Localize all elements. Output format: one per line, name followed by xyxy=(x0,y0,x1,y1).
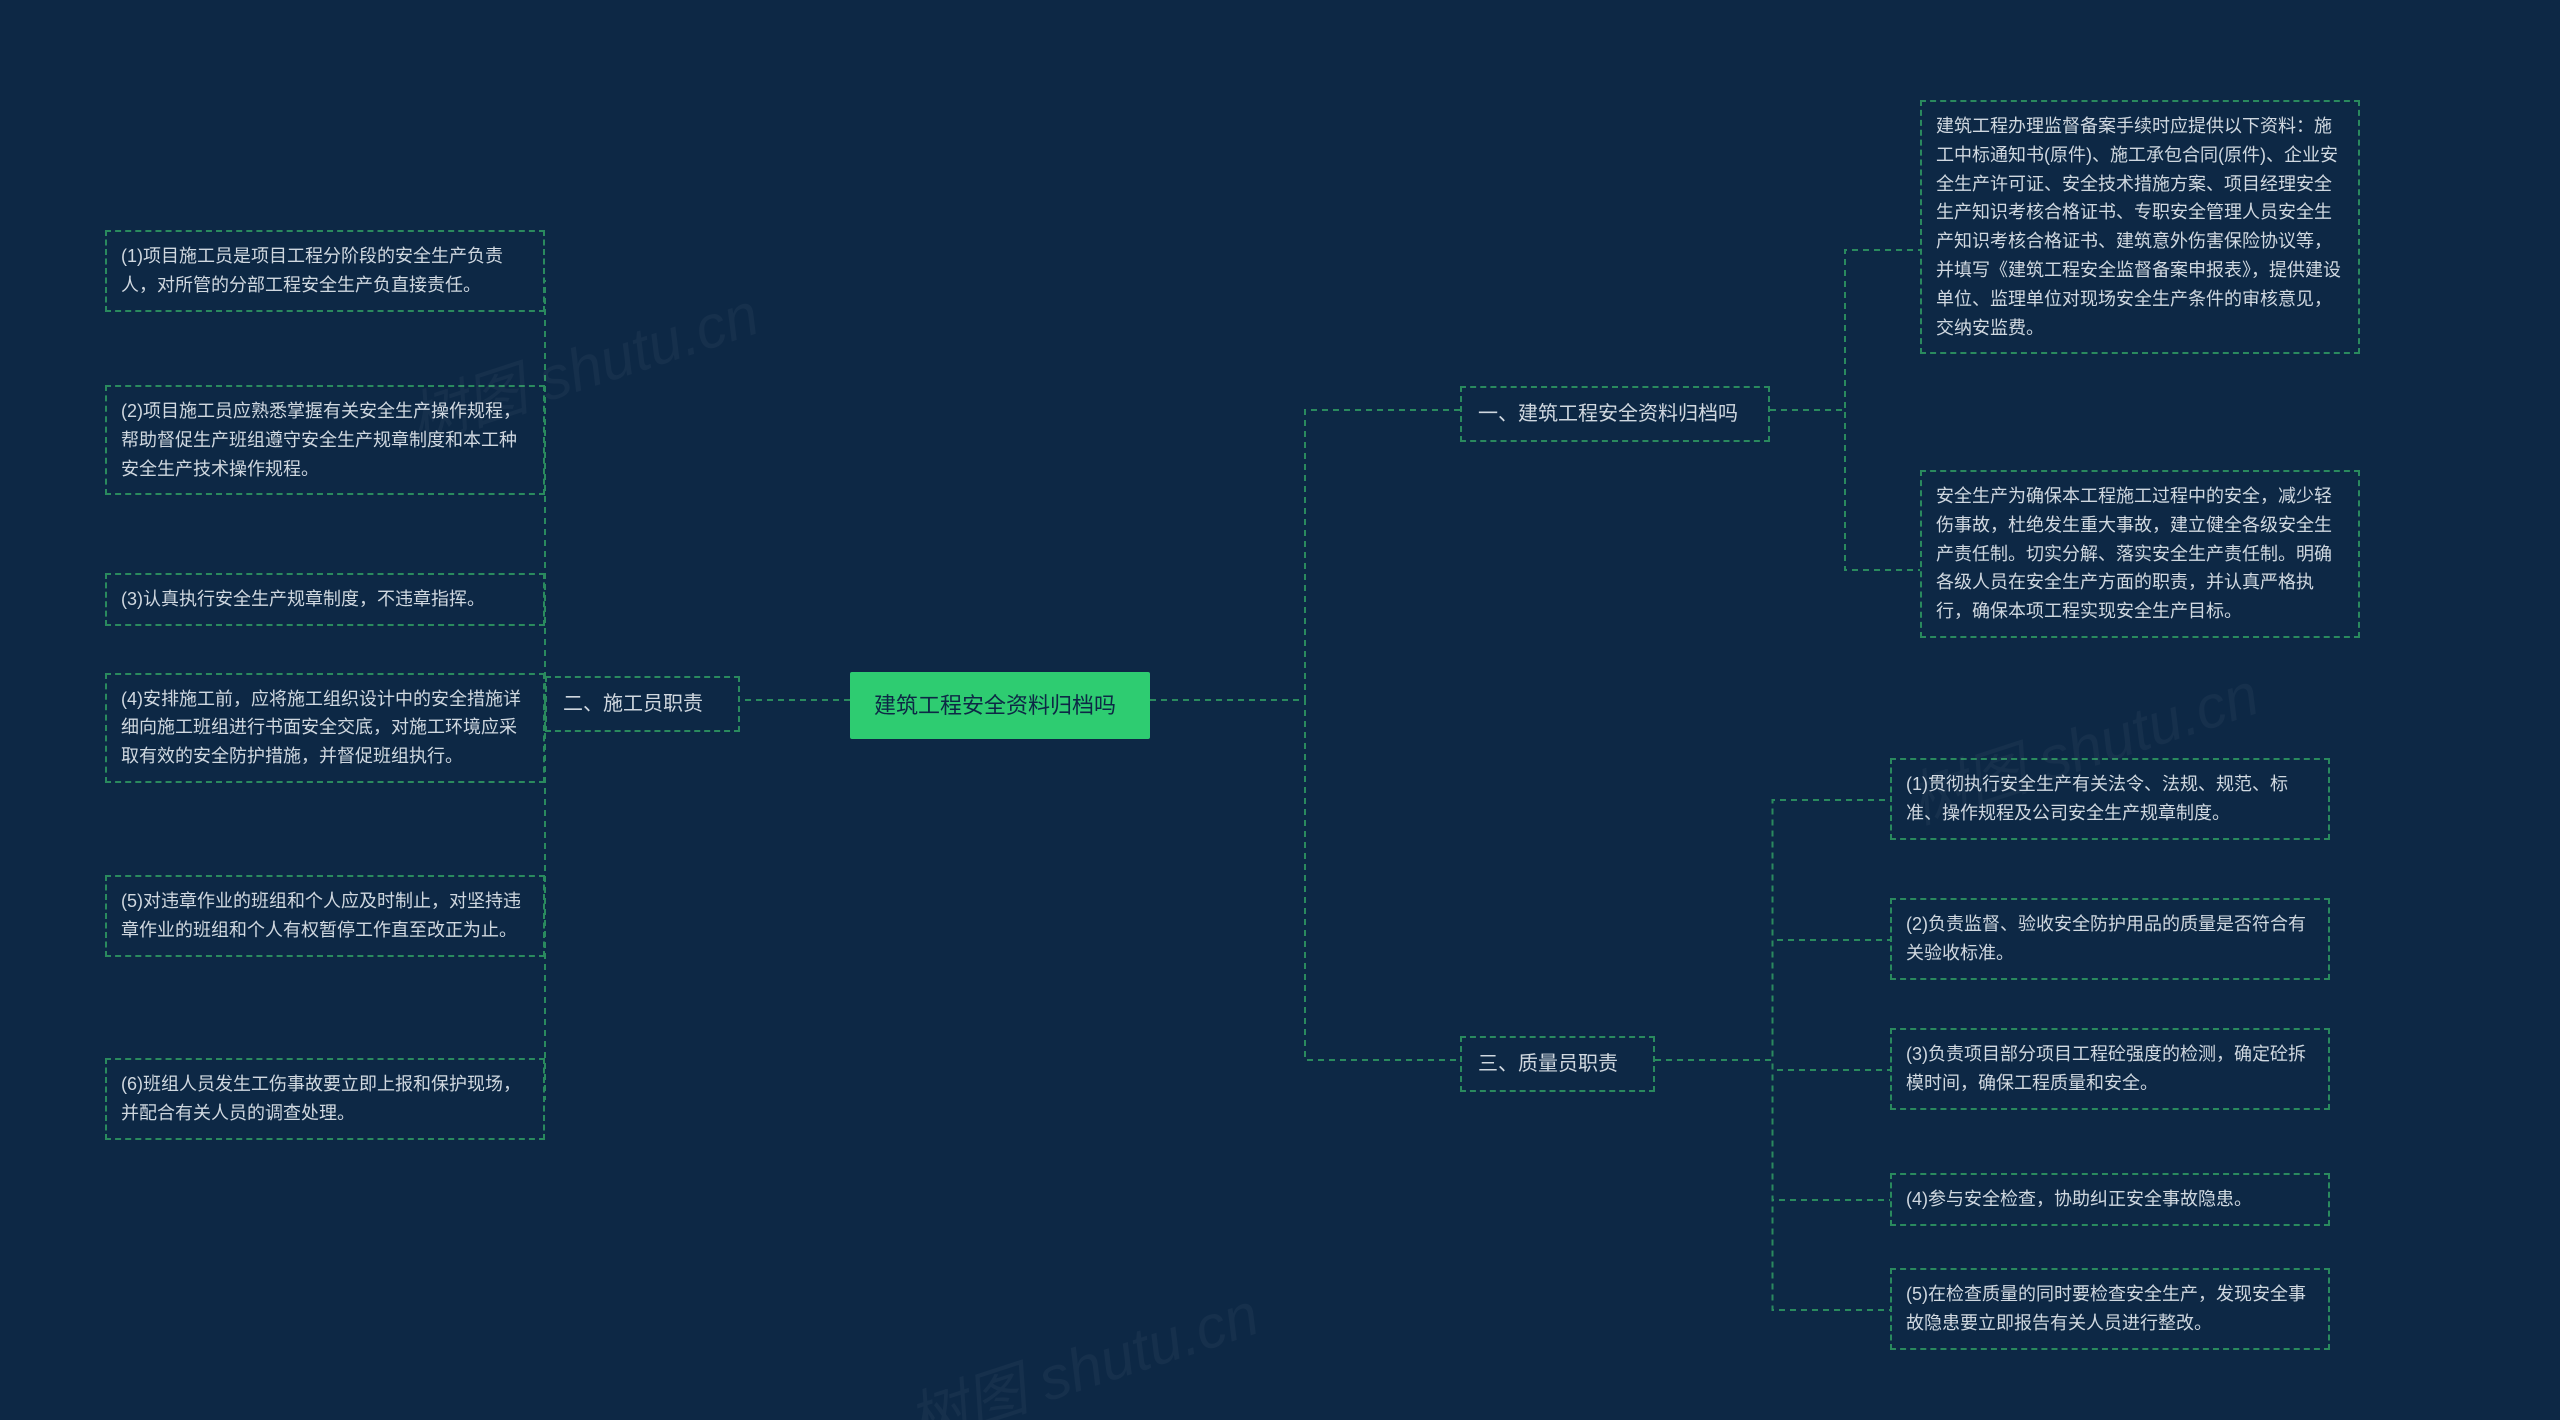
branch-b3: 三、质量员职责 xyxy=(1460,1036,1655,1092)
leaf-b1-1: 安全生产为确保本工程施工过程中的安全，减少轻伤事故，杜绝发生重大事故，建立健全各… xyxy=(1920,470,2360,638)
mindmap-root: 建筑工程安全资料归档吗 xyxy=(850,672,1150,739)
leaf-b3-0: (1)贯彻执行安全生产有关法令、法规、规范、标准、操作规程及公司安全生产规章制度… xyxy=(1890,758,2330,840)
leaf-b2-0: (1)项目施工员是项目工程分阶段的安全生产负责人，对所管的分部工程安全生产负直接… xyxy=(105,230,545,312)
leaf-b1-0: 建筑工程办理监督备案手续时应提供以下资料：施工中标通知书(原件)、施工承包合同(… xyxy=(1920,100,2360,354)
leaf-b2-1: (2)项目施工员应熟悉掌握有关安全生产操作规程，帮助督促生产班组遵守安全生产规章… xyxy=(105,385,545,495)
leaf-b3-2: (3)负责项目部分项目工程砼强度的检测，确定砼拆模时间，确保工程质量和安全。 xyxy=(1890,1028,2330,1110)
leaf-b3-1: (2)负责监督、验收安全防护用品的质量是否符合有关验收标准。 xyxy=(1890,898,2330,980)
leaf-b3-3: (4)参与安全检查，协助纠正安全事故隐患。 xyxy=(1890,1173,2330,1226)
leaf-b3-4: (5)在检查质量的同时要检查安全生产，发现安全事故隐患要立即报告有关人员进行整改… xyxy=(1890,1268,2330,1350)
leaf-b2-4: (5)对违章作业的班组和个人应及时制止，对坚持违章作业的班组和个人有权暂停工作直… xyxy=(105,875,545,957)
watermark-2: 树图 shutu.cn xyxy=(895,1266,1268,1420)
leaf-b2-2: (3)认真执行安全生产规章制度，不违章指挥。 xyxy=(105,573,545,626)
branch-b1: 一、建筑工程安全资料归档吗 xyxy=(1460,386,1770,442)
leaf-b2-3: (4)安排施工前，应将施工组织设计中的安全措施详细向施工班组进行书面安全交底，对… xyxy=(105,673,545,783)
leaf-b2-5: (6)班组人员发生工伤事故要立即上报和保护现场，并配合有关人员的调查处理。 xyxy=(105,1058,545,1140)
branch-b2: 二、施工员职责 xyxy=(545,676,740,732)
